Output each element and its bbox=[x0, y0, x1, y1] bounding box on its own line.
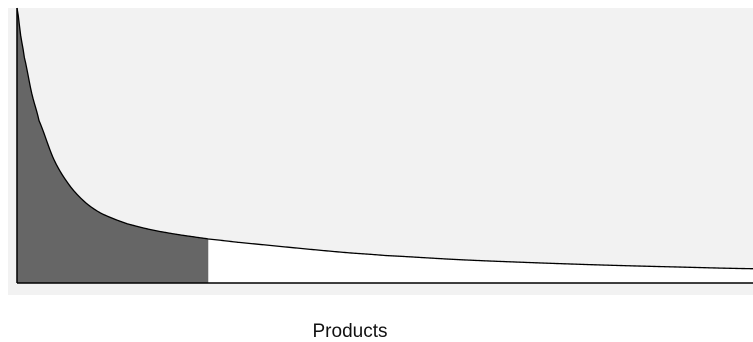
demand-curve bbox=[16, 7, 753, 270]
head-area bbox=[17, 8, 209, 283]
x-axis-label: Products bbox=[313, 321, 388, 342]
